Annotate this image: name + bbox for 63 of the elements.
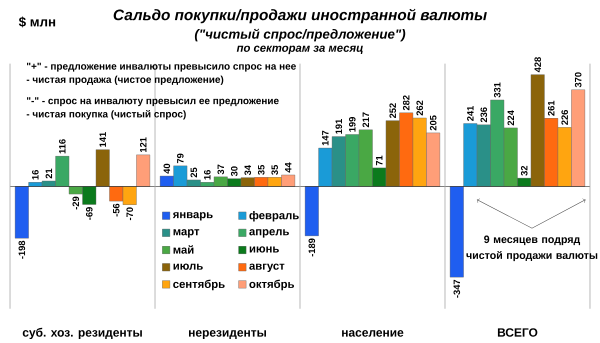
x-tick-label: нерезиденты — [189, 330, 266, 340]
data-label: -198 — [18, 240, 26, 259]
text: по секторам за месяц — [236, 46, 363, 54]
legend-label: февраль — [249, 211, 299, 222]
data-label: 262 — [416, 100, 423, 116]
data-label: 370 — [574, 72, 582, 88]
data-label: 79 — [177, 154, 184, 164]
annotation: - чистая продажа (чистое предложение) — [26, 76, 224, 85]
data-label: 224 — [508, 110, 514, 126]
data-label: 282 — [402, 95, 410, 110]
legend-label: октябрь — [249, 280, 294, 290]
data-label: -29 — [72, 196, 80, 210]
data-label: -70 — [126, 207, 133, 220]
chart-title: Сальдо покупки/продажи иностранной валюты — [114, 8, 487, 24]
legend-label: август — [249, 264, 284, 272]
data-label: 261 — [548, 100, 554, 116]
data-label: 331 — [494, 82, 501, 98]
data-label: 40 — [164, 164, 170, 174]
legend-label: сентябрь — [173, 280, 225, 290]
data-label: 35 — [258, 164, 265, 175]
data-label: 16 — [204, 170, 211, 180]
x-tick-label: население — [342, 330, 404, 337]
data-label: 21 — [46, 168, 52, 178]
data-label: 16 — [32, 170, 39, 180]
annotation: - чистая покупка (чистый спрос) — [26, 110, 186, 120]
data-label: 205 — [430, 115, 436, 130]
data-label: 37 — [217, 164, 224, 174]
data-label: 217 — [362, 112, 369, 128]
legend-label: июль — [174, 264, 203, 270]
data-label: 121 — [140, 137, 146, 152]
data-label: -56 — [112, 204, 120, 216]
data-label: 428 — [534, 57, 541, 72]
data-label: 191 — [336, 119, 342, 134]
annotation: "-" - спрос на инвалюту превысил ее предложение — [26, 97, 279, 106]
data-label: 199 — [348, 117, 356, 132]
x-tick-label: суб. хоз. резиденты — [22, 328, 142, 340]
data-label: 34 — [244, 165, 252, 176]
data-label: 116 — [59, 139, 66, 154]
text: "+" - предложение инвалюты превысило спрос на нее — [26, 62, 296, 72]
data-label: 71 — [376, 156, 382, 166]
data-label: -347 — [454, 280, 460, 298]
data-label: -69 — [86, 207, 93, 220]
data-label: 147 — [322, 130, 328, 146]
data-label: -189 — [308, 238, 316, 256]
x-tick-label: ВСЕГО — [498, 328, 538, 337]
legend-label: июнь — [250, 246, 279, 253]
y-axis-title: $ млн — [18, 16, 56, 28]
legend-label: январь — [172, 212, 213, 220]
data-label: 236 — [480, 107, 488, 122]
data-label: 141 — [100, 132, 106, 147]
data-label: 32 — [520, 166, 528, 176]
data-label: 226 — [561, 110, 568, 125]
data-label: 252 — [389, 103, 396, 118]
data-label: 35 — [271, 164, 278, 175]
legend-label: апрель — [249, 229, 289, 238]
chart-subtitle: ("чистый спрос/предложение") — [194, 28, 406, 42]
data-label: 44 — [284, 162, 292, 173]
data-label: 241 — [467, 106, 474, 121]
data-label: 30 — [230, 166, 238, 176]
data-label: 25 — [190, 168, 198, 178]
annotation: 9 месяцев подряд чистой продажи валюты — [466, 236, 598, 262]
legend-label: май — [174, 245, 194, 254]
legend-label: март — [174, 229, 200, 238]
